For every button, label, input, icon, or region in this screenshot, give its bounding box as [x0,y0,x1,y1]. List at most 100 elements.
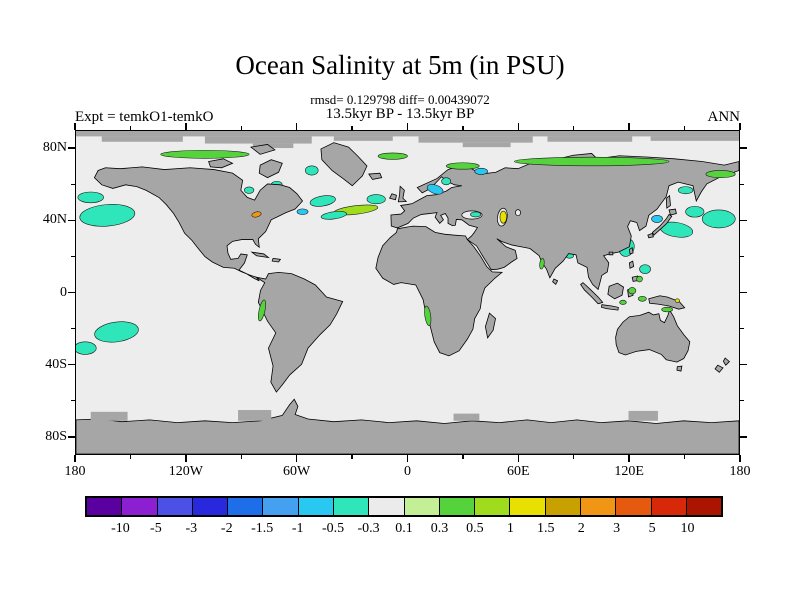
anomaly-patch-greenland-sea [378,153,407,159]
arctic-ice-block [204,136,312,144]
continent-south-america [256,272,342,392]
island-new-zealand-north [723,358,729,365]
lon-axis-label: 120E [614,464,644,479]
island-sumatra [581,283,603,304]
axis-tick [74,455,76,462]
anomaly-patch-banda-sea [638,296,646,301]
axis-tick [71,255,75,257]
anomaly-patch-labrador-sea [309,194,336,208]
colorbar-level-label: 0.1 [395,521,413,536]
axis-tick [573,126,575,130]
antarctic-ice-block [628,410,658,421]
colorbar-cell [544,498,580,515]
lat-axis-label: 80S [45,428,67,444]
season-label: ANN [707,109,741,125]
axis-tick [71,328,75,330]
anomaly-patch-south-pacific [93,319,140,345]
antarctic-ice-block [453,413,480,421]
anomaly-patch-hudson-bay [244,187,254,193]
island-borneo [608,283,624,299]
aral-sea [515,210,520,216]
anomaly-patches-ocean [76,166,735,355]
axis-tick [240,126,242,130]
anomaly-patch-great-lakes [251,211,262,218]
colorbar-cell [403,498,439,515]
colorbar [85,496,723,517]
island-cuba [252,252,269,257]
island-greenland [321,143,367,186]
plot-header-row: Expt = temkO1-temkO ANN [75,109,740,126]
colorbar-level-label: -0.5 [322,521,345,536]
lat-axis-label: 40N [42,212,67,228]
axis-tick [68,436,75,438]
axis-tick [351,126,353,130]
colorbar-cell [297,498,333,515]
arctic-ice-block [252,143,294,149]
island-baffin [259,160,282,178]
island-ireland [390,194,397,200]
island-java [601,305,618,310]
anomaly-patch-java-sea [620,300,627,304]
island-kyushu [648,233,654,237]
axis-tick [295,123,298,130]
lon-axis-label: 0 [404,464,411,479]
axis-tick [517,455,520,462]
lon-axis-label: 60W [283,464,311,479]
colorbar-level-label: 2 [577,521,585,536]
axis-tick [129,455,131,459]
axis-tick [740,255,744,257]
axis-tick [628,123,630,130]
colorbar-level-label: -0.3 [357,521,380,536]
lon-axis-label: 120W [168,464,203,479]
axis-tick [406,455,409,462]
anomaly-patch-baltic-sea [426,183,445,197]
colorbar-level-label: -1 [291,521,304,536]
island-hispaniola [272,258,280,262]
colorbar-level-label: 1.5 [537,521,555,536]
anomaly-patch-black-sea-east [470,212,480,217]
lat-axis-label: 40S [45,356,67,372]
axis-tick [68,147,75,149]
anomaly-patch-grand-banks [297,209,308,215]
lat-axis-label: 80N [42,140,67,156]
colorbar-level-label: 0.5 [466,521,484,536]
lon-axis-label: 180 [64,464,86,479]
island-ellesmere [251,144,275,154]
axis-tick [740,219,747,222]
axis-tick [740,400,744,402]
colorbar-cell [685,498,722,515]
island-hokkaido [669,209,676,215]
anomaly-patch-angola-coast [423,306,432,326]
island-iceland [369,173,382,179]
axis-tick [74,123,76,130]
colorbar-level-label: -5 [150,521,162,536]
axis-tick [68,291,75,294]
island-great-britain [398,186,406,202]
colorbar-cell [368,498,404,515]
axis-tick [740,291,747,294]
anomaly-patch-gulf-of-bothnia [442,178,451,185]
continent-australia [616,310,690,362]
colorbar-cell [262,498,298,515]
axis-tick [185,455,187,462]
anomaly-patch-canadian-arctic [161,150,249,158]
antarctic-ice-block [90,411,128,421]
island-luzon [629,261,633,268]
colorbar-cell [615,498,651,515]
anomaly-patch-bismarck-sea [675,299,679,303]
axis-tick [71,400,75,402]
island-sri-lanka [553,279,558,284]
continent-north-america [94,167,302,281]
axis-tick [129,126,131,130]
axis-tick [740,328,744,330]
axis-tick [68,363,75,366]
colorbar-cell [156,498,192,515]
colorbar-cell [509,498,545,515]
colorbar-cell [87,498,122,515]
axis-tick [68,219,75,222]
experiment-label: Expt = temkO1-temkO [75,109,214,125]
colorbar-level-label: -3 [185,521,198,536]
island-new-zealand-south [715,365,723,372]
arctic-ice-block [650,136,739,141]
colorbar-level-label: -2 [220,521,233,536]
